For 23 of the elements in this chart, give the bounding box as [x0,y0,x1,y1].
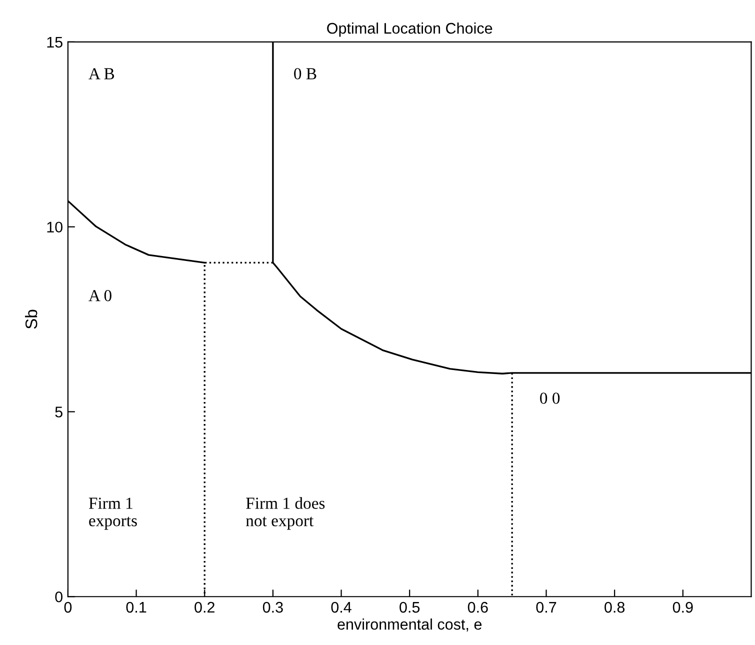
x-tick-label: 0.3 [262,602,283,613]
y-tick-label: 0 [55,591,62,602]
annotation: A B [88,68,114,80]
chart-title: Optimal Location Choice [327,22,492,37]
annotation: A 0 [88,290,112,302]
annotation: Firm 1 exports [88,498,137,530]
x-tick-label: 0 [64,602,72,613]
x-tick-label: 0.9 [672,602,693,613]
y-axis-title: Sb [25,310,38,329]
x-tick-label: 0.4 [331,602,352,613]
x-tick-label: 0.5 [400,602,420,613]
y-tick-label: 15 [47,36,62,48]
annotation: Firm 1 does not export [246,497,325,530]
x-tick-label: 0.2 [194,602,214,613]
x-axis-title: environmental cost, e [338,618,482,632]
annotation: 0 0 [540,392,560,404]
x-tick-label: 0.8 [604,602,625,613]
y-tick-label: 10 [47,222,62,233]
annotation: 0 B [294,68,316,80]
y-tick-label: 5 [55,406,62,418]
x-tick-label: 0.6 [468,602,488,613]
x-tick-label: 0.7 [536,602,556,613]
x-tick-label: 0.1 [126,602,146,613]
